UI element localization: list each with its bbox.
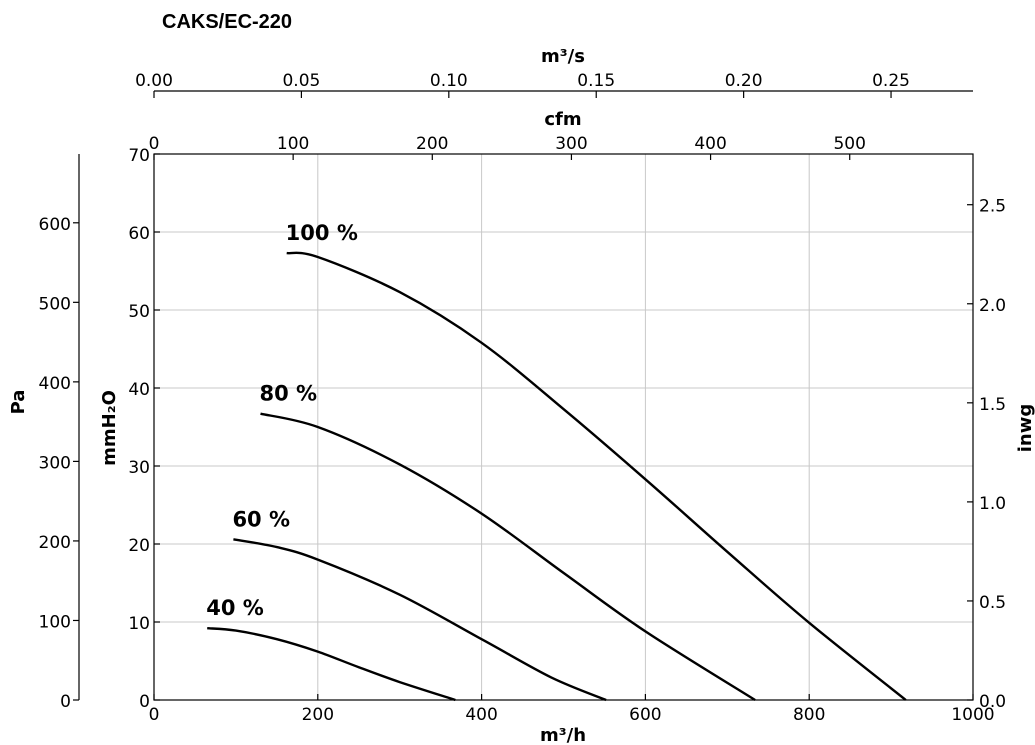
top-axis-2-tick-label: 400	[694, 134, 726, 154]
top-axis-1-tick-label: 0.05	[282, 71, 320, 91]
top-axis-2-tick-label: 300	[555, 134, 587, 154]
x-tick-label: 0	[149, 705, 160, 725]
curve-label-2: 80 %	[259, 382, 317, 406]
x-tick-label: 1000	[951, 705, 994, 725]
curve-4	[207, 627, 456, 702]
top-axis-2-tick-label: 0	[149, 134, 160, 154]
y-tick-label: 0	[139, 692, 150, 712]
plot-frame	[153, 153, 974, 701]
outer-left-axis-tick-label: 600	[39, 215, 71, 235]
right-axis-tick-label: 1.5	[979, 395, 1006, 415]
top-axis-1-tick-label: 0.15	[577, 71, 615, 91]
y-tick-label: 20	[128, 536, 150, 556]
top-axis-2-tick-label: 500	[833, 134, 865, 154]
top-axis-2-tick-label: 200	[416, 134, 448, 154]
right-axis-tick-label: 1.0	[979, 494, 1006, 514]
right-axis-tick-label: 2.5	[979, 197, 1006, 217]
top-axis-1-tick-label: 0.25	[872, 71, 910, 91]
top-axis-1-title: m³/s	[541, 46, 585, 67]
y-tick-label: 10	[128, 614, 150, 634]
y-tick-label: 70	[128, 146, 150, 166]
outer-left-axis-tick-label: 100	[39, 612, 71, 632]
right-axis-tick-label: 0.0	[979, 692, 1006, 712]
curve-label-4: 40 %	[206, 596, 264, 620]
curve-label-3: 60 %	[232, 507, 290, 531]
chart-title: CAKS/EC-220	[162, 11, 292, 33]
x-tick-label: 800	[793, 705, 825, 725]
y-tick-label: 30	[128, 458, 150, 478]
top-axis-2-tick-label: 100	[277, 134, 309, 154]
x-tick-label: 200	[302, 705, 334, 725]
y-tick-label: 40	[128, 380, 150, 400]
curve-3	[233, 538, 607, 702]
top-axis-1-tick-label: 0.20	[725, 71, 763, 91]
y-tick-label: 60	[128, 224, 150, 244]
x-tick-label: 400	[465, 705, 497, 725]
top-axis-2-title: cfm	[544, 109, 581, 130]
grid	[154, 154, 973, 700]
outer-left-axis-tick-label: 0	[60, 692, 71, 712]
curve-1	[286, 251, 907, 701]
curves	[207, 251, 907, 702]
outer-left-axis-tick-label: 500	[39, 294, 71, 314]
outer-left-axis-tick-label: 200	[39, 533, 71, 553]
outer-left-axis-tick-label: 400	[39, 374, 71, 394]
y-right-axis-title: inwg	[1015, 404, 1035, 453]
right-axis-tick-label: 2.0	[979, 296, 1006, 316]
top-axis-1-tick-label: 0.10	[430, 71, 468, 91]
x-axis-title: m³/h	[540, 725, 586, 745]
axes	[73, 90, 974, 701]
y-tick-label: 50	[128, 302, 150, 322]
right-axis-tick-label: 0.5	[979, 593, 1006, 613]
x-tick-label: 600	[629, 705, 661, 725]
curve-label-1: 100 %	[286, 221, 358, 245]
top-axis-1-tick-label: 0.00	[135, 71, 173, 91]
curve-2	[260, 412, 756, 702]
y-axis-title: mmH₂O	[99, 390, 120, 466]
outer-left-axis-tick-label: 300	[39, 453, 71, 473]
y-outer-axis-title: Pa	[8, 390, 29, 415]
